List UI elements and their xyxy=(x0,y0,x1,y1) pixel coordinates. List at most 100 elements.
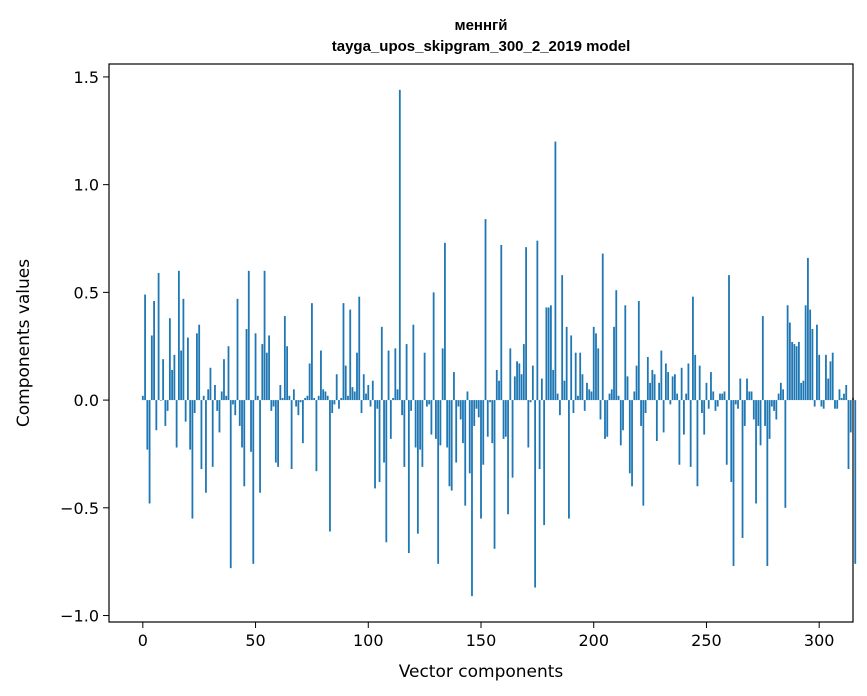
bar-271 xyxy=(752,400,755,420)
bar-128 xyxy=(430,400,433,435)
bar-244 xyxy=(692,296,694,401)
bar-83 xyxy=(329,400,331,532)
bar-299 xyxy=(816,324,818,401)
bar-161 xyxy=(504,400,507,437)
bar-267 xyxy=(743,400,746,426)
bar-14 xyxy=(173,354,176,401)
bar-292 xyxy=(800,382,803,401)
bar-62 xyxy=(281,397,284,401)
bar-104 xyxy=(376,400,379,409)
chart-title: меннгй xyxy=(454,17,507,34)
bar-121 xyxy=(414,400,417,448)
bar-172 xyxy=(529,400,532,403)
bar-113 xyxy=(396,389,399,401)
bar-157 xyxy=(495,369,498,401)
bar-70 xyxy=(299,400,302,403)
bar-114 xyxy=(398,89,401,401)
bar-28 xyxy=(205,400,207,493)
bar-213 xyxy=(622,400,624,431)
bar-311 xyxy=(843,393,845,401)
bar-190 xyxy=(570,335,573,401)
bar-306 xyxy=(831,352,834,401)
y-tick-label: −0.5 xyxy=(60,499,99,518)
bar-138 xyxy=(453,372,455,401)
bar-218 xyxy=(633,391,636,401)
bar-55 xyxy=(265,352,268,401)
chart-subtitle: tayga_upos_skipgram_300_2_2019 model xyxy=(332,38,631,55)
bar-231 xyxy=(662,400,665,433)
bar-46 xyxy=(245,329,248,401)
plot-frame xyxy=(108,63,854,623)
bar-146 xyxy=(471,400,473,597)
x-tick-label: 50 xyxy=(245,631,265,650)
bar-294 xyxy=(804,305,807,401)
bar-313 xyxy=(847,400,850,470)
bar-119 xyxy=(410,400,413,411)
bar-131 xyxy=(437,400,440,564)
bar-275 xyxy=(761,316,764,401)
bar-305 xyxy=(829,361,832,401)
y-tick-label: 1.5 xyxy=(74,68,99,87)
bar-159 xyxy=(500,244,503,401)
bar-163 xyxy=(509,348,512,401)
bar-40 xyxy=(232,400,234,405)
bar-81 xyxy=(324,391,327,401)
bar-98 xyxy=(362,374,365,401)
bar-120 xyxy=(412,324,415,401)
bar-20 xyxy=(187,337,189,401)
bar-79 xyxy=(320,350,322,401)
bar-273 xyxy=(757,400,760,426)
bar-206 xyxy=(606,400,609,437)
bar-3 xyxy=(148,400,151,504)
bar-300 xyxy=(818,354,821,401)
bar-223 xyxy=(644,400,647,414)
bar-257 xyxy=(721,393,724,401)
bar-10 xyxy=(164,400,167,426)
bar-245 xyxy=(694,354,697,401)
bar-214 xyxy=(624,305,627,401)
bar-225 xyxy=(649,382,651,401)
bar-5 xyxy=(153,300,155,401)
bar-117 xyxy=(405,344,408,401)
bar-150 xyxy=(480,400,482,519)
bar-290 xyxy=(795,346,798,401)
bar-222 xyxy=(642,400,645,506)
bar-232 xyxy=(664,363,667,401)
bar-122 xyxy=(416,400,419,534)
bar-243 xyxy=(689,400,692,467)
x-tick-label: 300 xyxy=(804,631,835,650)
bar-303 xyxy=(825,354,827,401)
bar-226 xyxy=(651,369,654,401)
bar-56 xyxy=(268,335,270,401)
bar-111 xyxy=(392,397,394,401)
bar-69 xyxy=(297,400,300,416)
bar-249 xyxy=(703,400,706,435)
bar-21 xyxy=(189,400,192,450)
bar-293 xyxy=(802,380,805,401)
bar-84 xyxy=(331,400,334,414)
bar-296 xyxy=(809,309,812,401)
bar-262 xyxy=(732,400,735,566)
bar-43 xyxy=(238,400,241,426)
bar-48 xyxy=(250,400,252,452)
bar-215 xyxy=(626,376,629,401)
bar-185 xyxy=(559,400,561,416)
bar-279 xyxy=(770,400,773,407)
bar-207 xyxy=(608,393,611,401)
bar-184 xyxy=(556,393,559,401)
bar-304 xyxy=(827,378,830,401)
bar-195 xyxy=(581,374,584,401)
bar-25 xyxy=(198,324,201,401)
bar-series xyxy=(141,89,857,597)
x-axis: 0 50 100 150 200 250 300 xyxy=(138,622,835,650)
bar-64 xyxy=(286,346,289,401)
y-axis: −1.0 −0.5 0.0 0.5 1.0 1.5 xyxy=(60,68,109,626)
bar-310 xyxy=(840,397,843,401)
bar-109 xyxy=(387,350,390,401)
bar-194 xyxy=(579,352,582,401)
bar-309 xyxy=(838,389,841,401)
bar-178 xyxy=(543,400,546,526)
bar-239 xyxy=(680,367,683,401)
bar-136 xyxy=(448,400,451,487)
